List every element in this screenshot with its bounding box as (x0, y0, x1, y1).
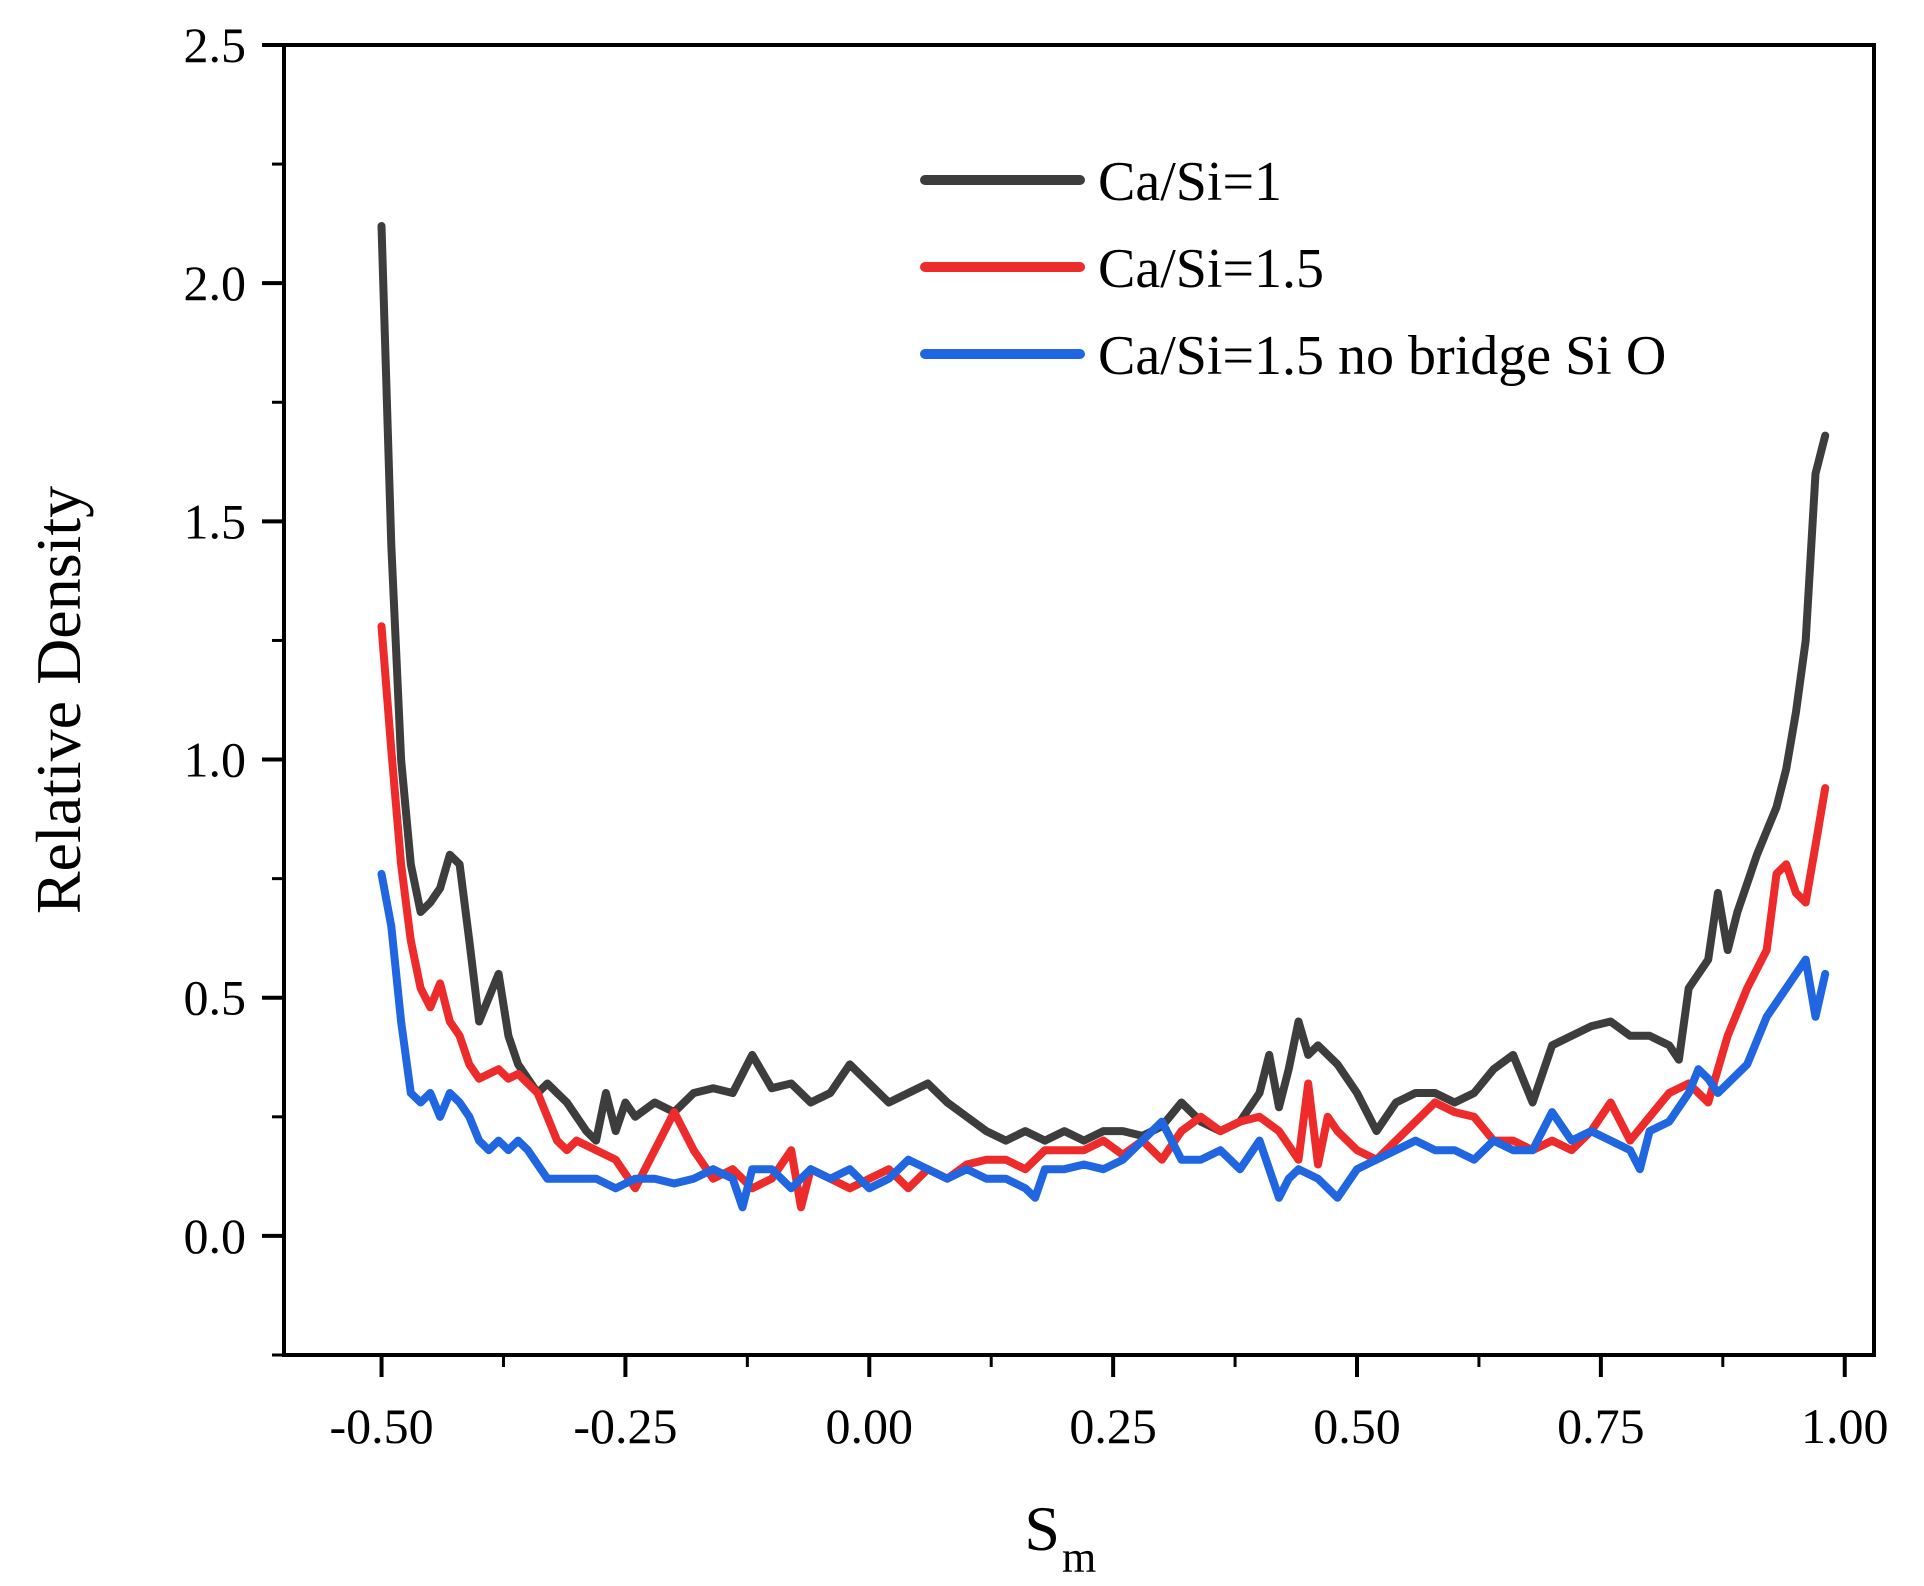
legend-label-0: Ca/Si=1 (1098, 151, 1282, 213)
y-tick-label: 0.0 (184, 1208, 247, 1264)
x-tick-label: 0.25 (1069, 1398, 1157, 1454)
y-tick-label: 0.5 (184, 970, 247, 1026)
y-axis-title: Relative Density (23, 486, 94, 914)
y-tick-label: 2.5 (184, 17, 247, 73)
x-tick-label: 0.50 (1313, 1398, 1401, 1454)
x-tick-label: 0.00 (826, 1398, 914, 1454)
series-line-2 (377, 869, 1830, 1212)
legend-label-2: Ca/Si=1.5 no bridge Si O (1098, 325, 1666, 387)
x-tick-label: 1.00 (1801, 1398, 1889, 1454)
x-tick-label: 0.75 (1557, 1398, 1645, 1454)
series-layer (377, 222, 1830, 1212)
y-tick-label: 1.0 (184, 732, 247, 788)
x-axis-title-subscript: m (1062, 1533, 1096, 1582)
x-axis-ticks: -0.50 -0.25 0.00 0.25 0.50 0.75 1.00 (329, 1355, 1888, 1454)
x-axis-title: S (1024, 1493, 1060, 1564)
x-tick-label: -0.50 (329, 1398, 433, 1454)
plot-frame (282, 43, 1876, 1357)
legend: Ca/Si=1 Ca/Si=1.5 Ca/Si=1.5 no bridge Si O (920, 151, 1666, 387)
x-tick-label: -0.25 (573, 1398, 677, 1454)
y-tick-label: 1.5 (184, 493, 247, 549)
legend-label-1: Ca/Si=1.5 (1098, 238, 1324, 300)
y-tick-label: 2.0 (184, 255, 247, 311)
y-axis-ticks: 0.0 0.5 1.0 1.5 2.0 2.5 (184, 17, 284, 1357)
